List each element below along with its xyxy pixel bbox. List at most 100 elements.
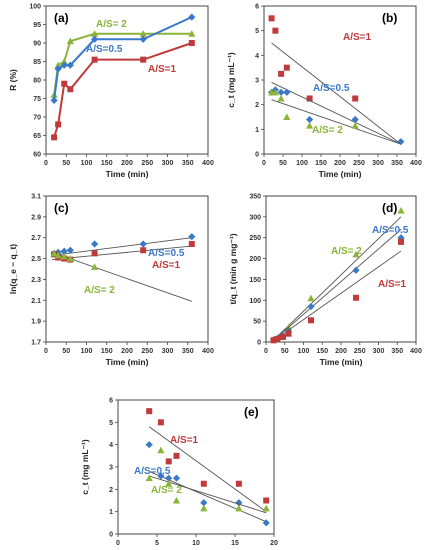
data-point bbox=[351, 115, 359, 124]
y-tick-label: 4 bbox=[255, 53, 259, 60]
y-tick-label: 6 bbox=[255, 4, 259, 11]
data-point bbox=[91, 30, 99, 37]
data-point bbox=[271, 88, 279, 96]
y-axis-label: t/q_t (min g mg⁻¹) bbox=[228, 233, 238, 304]
series-annotation: A/S= 2 bbox=[312, 125, 343, 136]
x-tick-label: 400 bbox=[410, 348, 422, 355]
trend-line bbox=[52, 237, 192, 256]
data-point bbox=[351, 122, 359, 129]
series-annotation: A/S=1 bbox=[152, 260, 181, 271]
x-tick-label: 400 bbox=[202, 348, 214, 355]
series-red bbox=[268, 15, 402, 145]
trend-line bbox=[148, 426, 267, 513]
series-annotation: A/S=0.5 bbox=[134, 466, 171, 477]
panel-label: (d) bbox=[382, 201, 397, 215]
data-point bbox=[270, 337, 277, 344]
x-tick-label: 300 bbox=[373, 348, 385, 355]
y-tick-label: 75 bbox=[33, 96, 41, 103]
y-tick-label: 3 bbox=[255, 78, 259, 85]
x-tick-label: 50 bbox=[62, 348, 70, 355]
data-point bbox=[60, 252, 68, 260]
data-point bbox=[172, 496, 181, 504]
x-tick-label: 200 bbox=[121, 160, 133, 167]
data-point bbox=[61, 80, 68, 87]
y-tick-label: 2.1 bbox=[31, 298, 41, 305]
y-tick-label: 60 bbox=[33, 152, 41, 159]
y-tick-label: 95 bbox=[33, 22, 41, 29]
trend-line bbox=[271, 99, 401, 145]
data-point bbox=[188, 13, 196, 21]
data-point bbox=[91, 56, 98, 63]
y-tick-label: 5 bbox=[255, 28, 259, 35]
chart-panel-b: 0 50 100 150 200 250 300 350 400 0 1 2 3 4 5 6 Time (min… bbox=[226, 4, 422, 180]
series-line bbox=[53, 42, 193, 138]
y-tick-label: 50 bbox=[253, 319, 261, 326]
data-point bbox=[139, 30, 147, 37]
data-point bbox=[200, 499, 208, 507]
data-point bbox=[188, 40, 195, 46]
y-tick-label: 300 bbox=[249, 214, 261, 221]
data-point bbox=[66, 37, 74, 45]
panel-label: (e) bbox=[244, 405, 259, 419]
data-point bbox=[139, 240, 147, 248]
trend-line bbox=[51, 251, 192, 302]
x-tick-label: 350 bbox=[182, 160, 194, 167]
data-point bbox=[145, 441, 153, 449]
series-annotation: A/S= 2 bbox=[84, 285, 115, 296]
x-tick-label: 200 bbox=[121, 348, 133, 355]
x-tick-label: 100 bbox=[296, 160, 308, 167]
x-axis-label: Time (min) bbox=[320, 357, 363, 367]
trend-line bbox=[52, 245, 192, 261]
y-tick-label: 2.9 bbox=[31, 214, 41, 221]
y-tick-label: 2.3 bbox=[31, 277, 41, 284]
data-point bbox=[66, 246, 74, 254]
data-point bbox=[200, 480, 207, 487]
y-axis-label: R (%) bbox=[8, 69, 18, 91]
data-point bbox=[91, 240, 99, 248]
y-tick-label: 250 bbox=[249, 235, 261, 242]
y-tick-label: 5 bbox=[109, 420, 113, 427]
y-tick-label: 1.9 bbox=[31, 319, 41, 326]
data-point bbox=[285, 330, 292, 337]
data-point bbox=[140, 247, 147, 254]
y-tick-label: 2.5 bbox=[31, 256, 41, 263]
y-tick-label: 65 bbox=[33, 133, 41, 140]
x-tick-label: 350 bbox=[391, 160, 403, 167]
trend-line bbox=[271, 216, 402, 343]
x-tick-label: 50 bbox=[281, 348, 289, 355]
x-tick-label: 150 bbox=[315, 160, 327, 167]
data-point bbox=[283, 113, 291, 120]
plot-frame bbox=[45, 195, 209, 343]
data-point bbox=[54, 251, 62, 259]
data-point bbox=[157, 472, 165, 480]
data-point bbox=[283, 64, 290, 71]
data-point bbox=[188, 233, 196, 241]
x-tick-label: 0 bbox=[44, 160, 48, 167]
x-tick-label: 350 bbox=[391, 348, 403, 355]
y-tick-label: 100 bbox=[29, 4, 41, 11]
series-annotation: A/S= 2 bbox=[96, 19, 127, 30]
x-tick-label: 250 bbox=[141, 348, 153, 355]
y-tick-label: 90 bbox=[33, 41, 41, 48]
x-tick-label: 400 bbox=[410, 160, 422, 167]
data-point bbox=[274, 336, 281, 343]
y-tick-label: 6 bbox=[109, 398, 113, 405]
data-point bbox=[278, 70, 285, 77]
series-green bbox=[50, 249, 192, 302]
series-annotation: A/S=1 bbox=[343, 32, 372, 43]
data-point bbox=[91, 35, 99, 43]
y-tick-label: 2.7 bbox=[31, 235, 41, 242]
x-tick-label: 15 bbox=[231, 540, 239, 547]
y-tick-label: 200 bbox=[249, 256, 261, 263]
data-point bbox=[272, 27, 279, 34]
data-point bbox=[200, 504, 208, 512]
data-point bbox=[51, 134, 58, 141]
data-point bbox=[54, 61, 62, 69]
data-point bbox=[262, 519, 270, 527]
x-tick-label: 0 bbox=[264, 348, 268, 355]
data-point bbox=[188, 30, 196, 37]
chart-panel-e: 051015200123456t⁰·⁵ (min⁰·⁵)c_t (mg mL⁻¹… bbox=[80, 398, 278, 550]
x-tick-label: 50 bbox=[279, 160, 287, 167]
data-point bbox=[397, 138, 405, 146]
data-point bbox=[307, 294, 315, 302]
